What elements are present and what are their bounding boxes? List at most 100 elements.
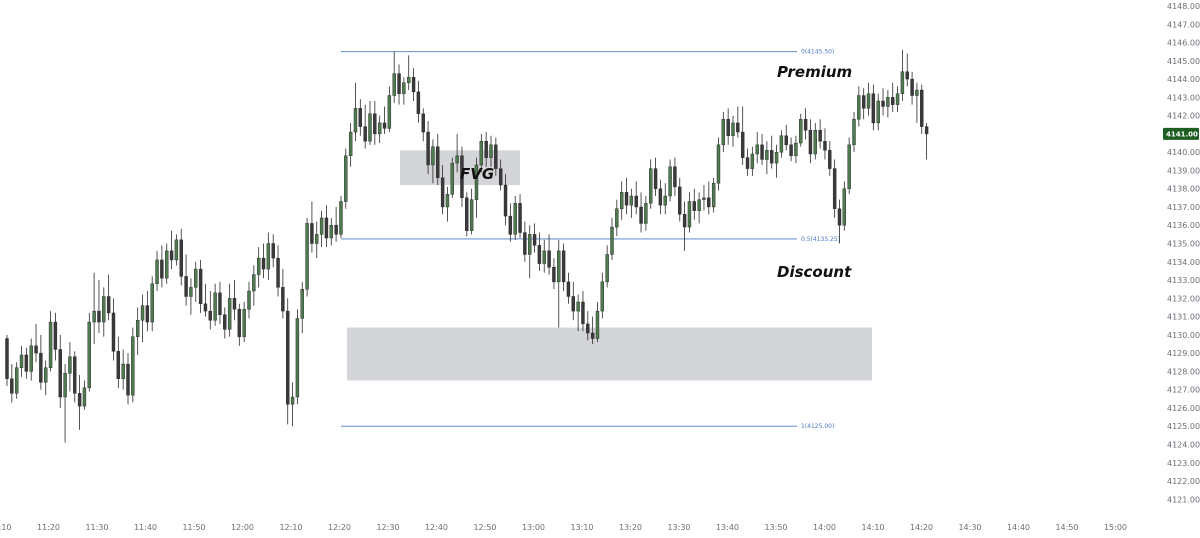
candle <box>373 101 377 145</box>
candle-body <box>532 234 537 246</box>
candle-body <box>799 119 803 144</box>
candle-body <box>339 201 343 235</box>
candle-body <box>547 250 551 268</box>
candle-body <box>837 208 842 226</box>
candle <box>663 183 667 215</box>
candle <box>300 281 304 334</box>
candle <box>629 188 634 218</box>
candle <box>165 243 169 284</box>
candle <box>808 119 813 164</box>
candle <box>760 133 764 165</box>
candle <box>92 272 96 344</box>
candle-body <box>484 140 488 158</box>
candle-body <box>774 151 779 164</box>
candle <box>281 269 285 319</box>
candle-body <box>387 95 392 129</box>
candle-body <box>619 192 624 209</box>
time-tick-label: 13:50 <box>764 523 787 532</box>
candle-body <box>745 157 750 169</box>
candle-body <box>566 281 571 297</box>
candle <box>155 250 159 292</box>
candle-body <box>445 193 450 208</box>
time-tick-label: 14:20 <box>910 523 933 532</box>
time-tick-label: 12:40 <box>425 523 448 532</box>
candle-body <box>852 119 856 146</box>
candle <box>644 196 648 231</box>
candle-body <box>174 239 179 261</box>
candle <box>469 188 474 235</box>
candle-body <box>227 298 232 330</box>
candle <box>24 347 29 379</box>
candle <box>232 280 237 321</box>
candle-body <box>498 168 503 186</box>
candle-body <box>131 336 135 396</box>
candle <box>160 245 164 288</box>
time-tick-label: 12:00 <box>231 523 254 532</box>
price-axis[interactable]: 4121.00 4122.00 4123.00 4124.00 4125.00 4126.… <box>1160 0 1200 538</box>
candle <box>711 177 716 213</box>
price-tick-label: 4143.00 <box>1167 93 1200 102</box>
candle-body <box>639 206 643 224</box>
candle <box>755 132 759 164</box>
candle-body <box>450 162 454 195</box>
candle-body <box>276 257 280 288</box>
candle-layer <box>5 49 929 443</box>
candle-body <box>198 268 203 305</box>
candle <box>523 221 527 262</box>
candle-body <box>663 195 667 206</box>
candle <box>924 122 929 160</box>
candle-body <box>135 320 140 337</box>
candle-body <box>842 188 847 226</box>
candle-body <box>145 305 150 323</box>
time-tick-label: 12:20 <box>328 523 351 532</box>
time-tick-label: 14:40 <box>1007 523 1030 532</box>
fvg-label: FVG <box>460 165 494 183</box>
candle-body <box>731 122 735 136</box>
candle-body <box>716 144 721 184</box>
premium-label: Premium <box>777 63 852 81</box>
candle-body <box>813 130 817 155</box>
candle <box>5 334 9 387</box>
candle <box>528 225 532 279</box>
candle <box>847 137 851 195</box>
candle <box>668 159 672 202</box>
candle-body <box>5 338 9 379</box>
price-axis-bg <box>1160 0 1200 538</box>
candle-body <box>315 234 319 244</box>
candle <box>189 278 193 315</box>
candle <box>431 139 435 184</box>
candle-body <box>678 186 682 215</box>
time-tick-label: 13:30 <box>667 523 690 532</box>
candle-body <box>324 217 329 239</box>
time-tick-label: 11:20 <box>37 523 60 532</box>
candle <box>915 82 919 123</box>
candle-body <box>682 214 687 228</box>
candle-body <box>847 144 851 189</box>
candle-body <box>692 201 696 211</box>
price-tick-label: 4124.00 <box>1167 440 1200 449</box>
candle <box>426 121 430 175</box>
candle <box>813 122 817 160</box>
candle-body <box>358 108 363 127</box>
candle-body <box>624 192 629 206</box>
candle-body <box>803 119 808 131</box>
time-tick-label: 13:40 <box>716 523 739 532</box>
candle-body <box>252 274 256 292</box>
candle <box>242 301 246 343</box>
zone-layer <box>347 150 872 381</box>
candle-body <box>189 287 193 297</box>
candle-body <box>794 142 798 157</box>
candle-body <box>687 201 692 228</box>
candle <box>513 196 517 240</box>
candle-body <box>421 113 425 133</box>
time-axis[interactable]: 12:10 11:20 11:30 11:40 11:50 12:00 12:10 12:20… <box>0 516 1200 538</box>
candle-body <box>116 351 121 379</box>
candle <box>295 309 300 405</box>
candle-body <box>97 310 101 323</box>
candle <box>692 188 696 220</box>
last-price-label: 4141.00 <box>1166 130 1198 138</box>
candle-body <box>223 314 227 330</box>
candle <box>619 181 624 220</box>
candle-body <box>63 373 67 398</box>
fib-label: 1(4125.00) <box>801 423 834 430</box>
